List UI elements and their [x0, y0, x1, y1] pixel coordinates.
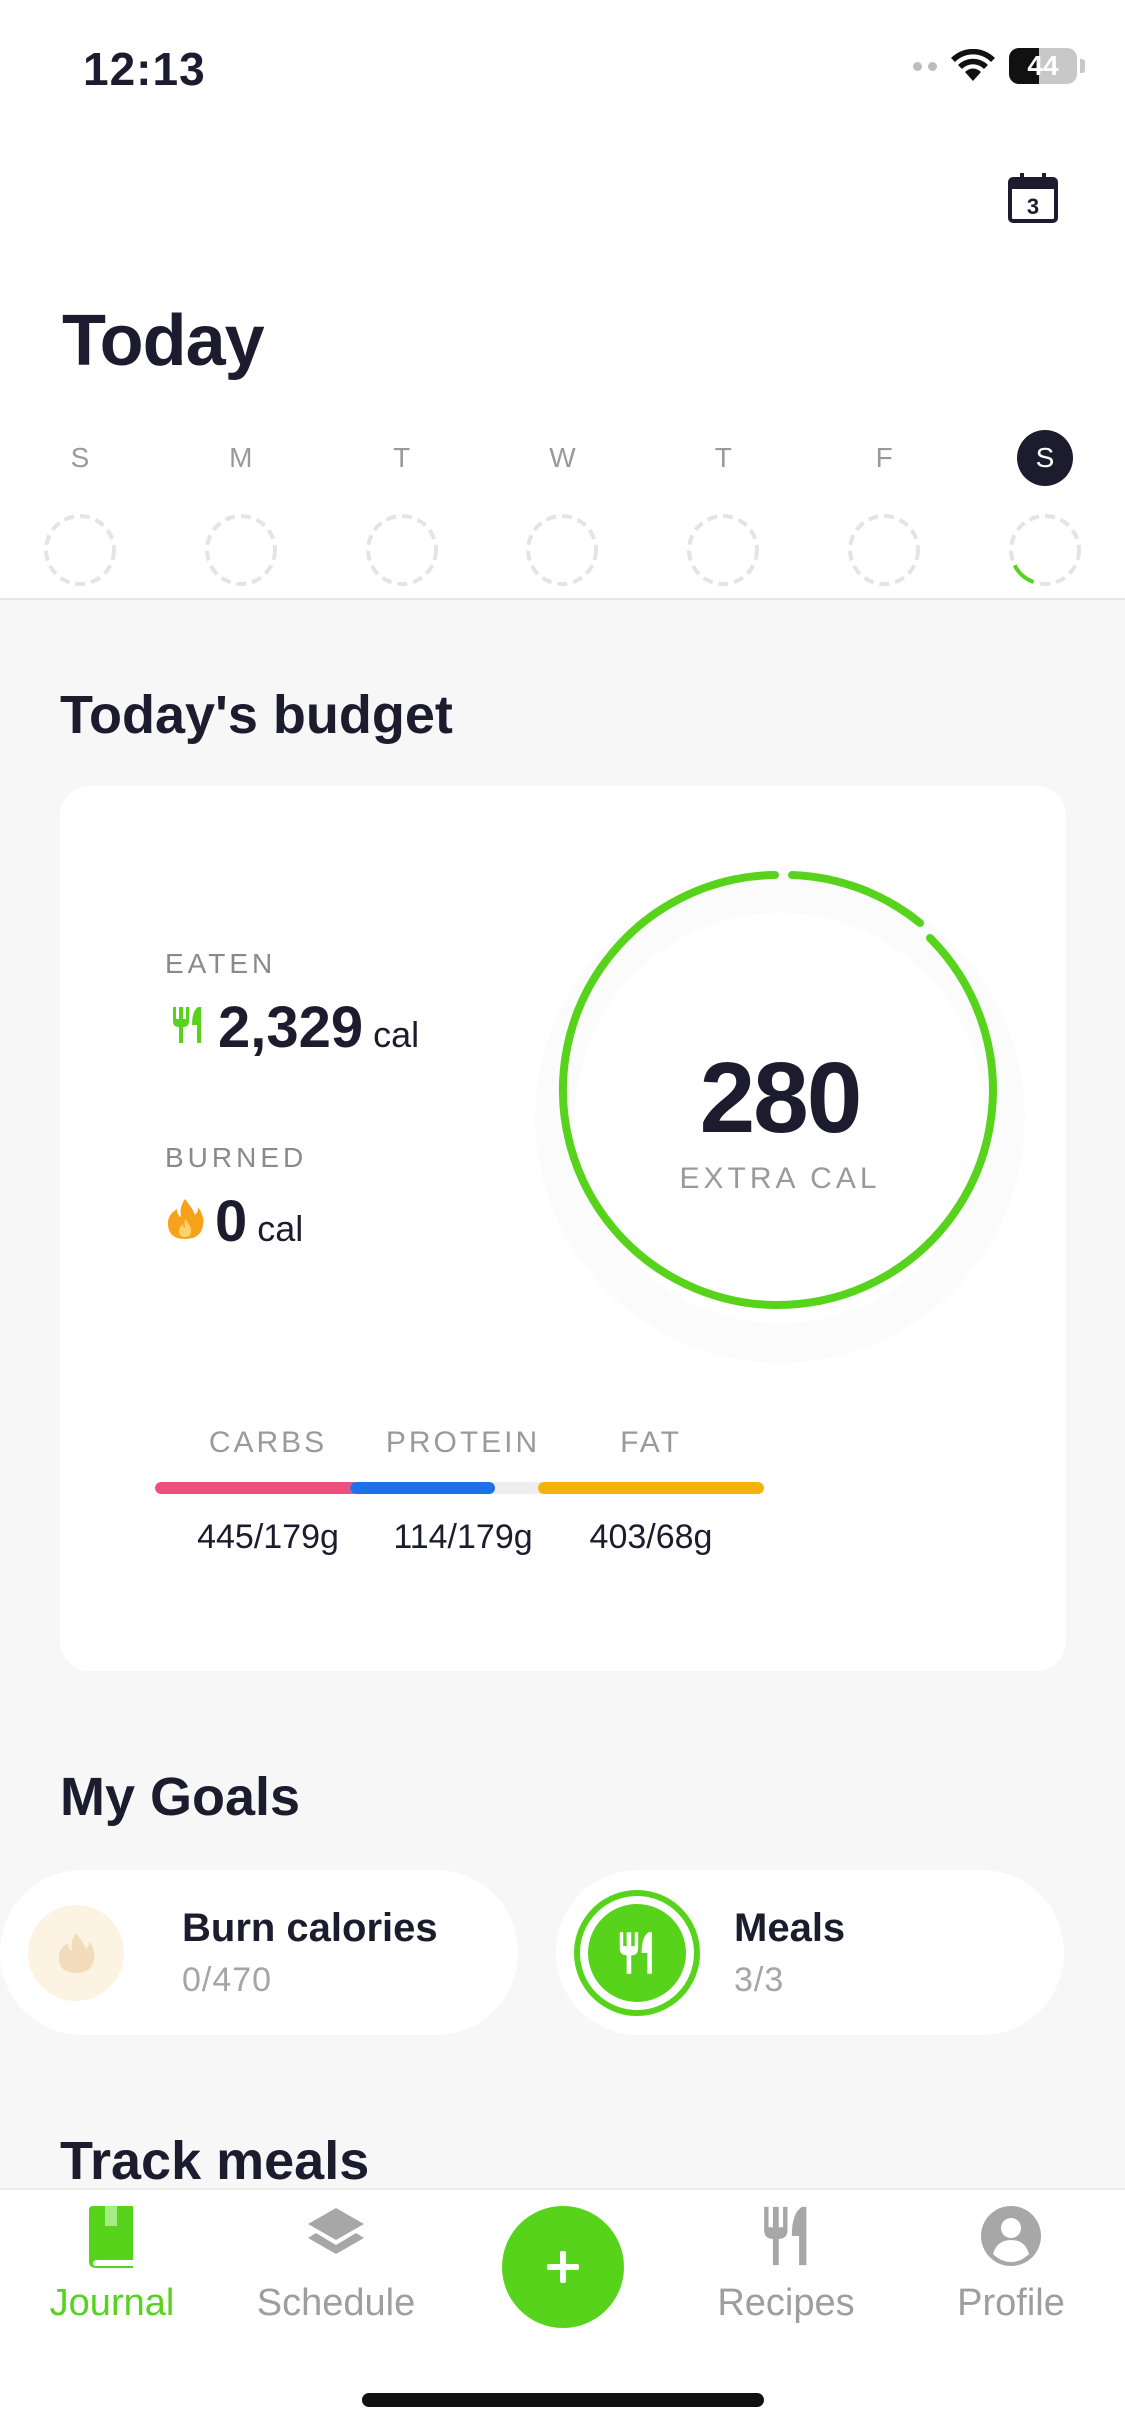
calorie-ring: 280 EXTRA CAL: [530, 868, 1030, 1368]
macro-progress-bar: [155, 1482, 381, 1494]
plus-icon: [547, 2251, 579, 2283]
track-meals-title: Track meals: [60, 2131, 370, 2191]
wifi-icon: [951, 49, 995, 81]
day-3[interactable]: W: [512, 430, 612, 588]
macro-value: 114/179g: [393, 1518, 533, 1556]
goal-meals[interactable]: Meals 3/3: [556, 1870, 1064, 2035]
day-4[interactable]: T: [673, 430, 773, 588]
day-progress-ring: [848, 514, 921, 586]
tab-label: Schedule: [256, 2282, 416, 2324]
day-progress-ring: [687, 514, 760, 586]
fork-knife-icon: [173, 1007, 201, 1043]
fork-knife-icon: [619, 1931, 652, 1974]
day-0[interactable]: S: [30, 430, 130, 588]
eaten-label: EATEN: [165, 948, 277, 979]
add-button[interactable]: [502, 2206, 624, 2328]
day-progress-ring: [204, 514, 277, 586]
battery-level: 44: [1027, 50, 1059, 81]
fork-knife-icon: [764, 2206, 807, 2266]
profile-icon: [981, 2206, 1041, 2266]
day-letter: W: [549, 442, 576, 473]
day-progress-ring: [526, 514, 599, 586]
day-letter: T: [393, 442, 411, 473]
macro-fat: FAT 403/68g: [538, 1426, 764, 1557]
macro-name: CARBS: [208, 1426, 328, 1459]
macro-carbs: CARBS 445/179g: [155, 1426, 381, 1557]
goal-progress: 3/3: [734, 1960, 785, 1999]
calorie-ring-graphic: [535, 871, 1025, 1363]
burned-label: BURNED: [165, 1142, 308, 1173]
day-2[interactable]: T: [352, 430, 452, 588]
day-1[interactable]: M: [191, 430, 291, 588]
status-indicators: 44: [913, 48, 1085, 84]
tab-label: Profile: [957, 2282, 1065, 2324]
tab-label: Journal: [49, 2282, 175, 2324]
day-letter: F: [875, 442, 893, 473]
header-area: 12:13 44 3 Today S M T W T F S: [0, 0, 1125, 600]
flame-icon: [28, 1904, 124, 2001]
macro-protein: PROTEIN 114/179g: [350, 1426, 576, 1557]
tab-label: Recipes: [717, 2282, 855, 2324]
status-time: 12:13: [83, 43, 206, 95]
day-progress-ring: [365, 514, 438, 586]
battery-icon: 44: [1009, 48, 1077, 84]
goals-title: My Goals: [60, 1767, 301, 1827]
day-progress-ring: [1008, 514, 1081, 586]
macro-name: PROTEIN: [385, 1426, 541, 1459]
goal-progress: 0/470: [182, 1960, 273, 1999]
calendar-day: 3: [1027, 194, 1039, 219]
burned-value: 0: [215, 1189, 248, 1254]
macro-name: FAT: [620, 1426, 682, 1459]
extra-cal-value: 280: [699, 1041, 863, 1154]
extra-cal-label: EXTRA CAL: [679, 1161, 881, 1195]
cellular-signal-icon: [913, 61, 937, 71]
eaten-value-row: 2,329 cal: [168, 994, 419, 1061]
calendar-icon: 3: [1008, 173, 1058, 223]
day-letter: T: [714, 442, 732, 473]
home-indicator: [362, 2393, 764, 2407]
budget-card[interactable]: EATEN 2,329 cal BURNED 0 cal 280 EXTRA C…: [60, 786, 1066, 1671]
day-progress-arc: [1008, 514, 1081, 586]
page-title: Today: [62, 301, 265, 381]
layers-icon: [308, 2208, 364, 2254]
goal-burn-calories[interactable]: Burn calories 0/470: [0, 1870, 518, 2035]
tab-journal[interactable]: Journal: [12, 2204, 212, 2325]
calendar-button[interactable]: 3: [1007, 172, 1059, 224]
macro-progress-bar: [538, 1482, 764, 1494]
day-letter: S: [1016, 430, 1073, 486]
meals-goal-ring: [574, 1889, 700, 2016]
day-6[interactable]: S: [995, 430, 1095, 588]
goal-title: Burn calories: [182, 1905, 438, 1950]
day-progress-ring: [44, 514, 116, 586]
tab-profile[interactable]: Profile: [911, 2204, 1111, 2325]
tab-recipes[interactable]: Recipes: [686, 2204, 886, 2325]
burned-unit: cal: [257, 1208, 304, 1249]
tab-schedule[interactable]: Schedule: [236, 2204, 436, 2325]
day-letter: S: [70, 442, 90, 473]
eaten-unit: cal: [373, 1014, 420, 1055]
macro-value: 403/68g: [589, 1518, 713, 1556]
day-letter: M: [229, 442, 253, 473]
day-5[interactable]: F: [834, 430, 934, 588]
flame-icon: [167, 1199, 204, 1239]
macro-progress-bar: [350, 1482, 576, 1494]
tab-bar: Journal Schedule Recipes Profile: [0, 2188, 1125, 2436]
journal-icon: [89, 2206, 133, 2268]
budget-title: Today's budget: [60, 685, 453, 745]
eaten-value: 2,329: [218, 995, 364, 1060]
macro-value: 445/179g: [197, 1518, 339, 1556]
goal-title: Meals: [734, 1905, 846, 1950]
burned-value-row: 0 cal: [165, 1188, 303, 1255]
